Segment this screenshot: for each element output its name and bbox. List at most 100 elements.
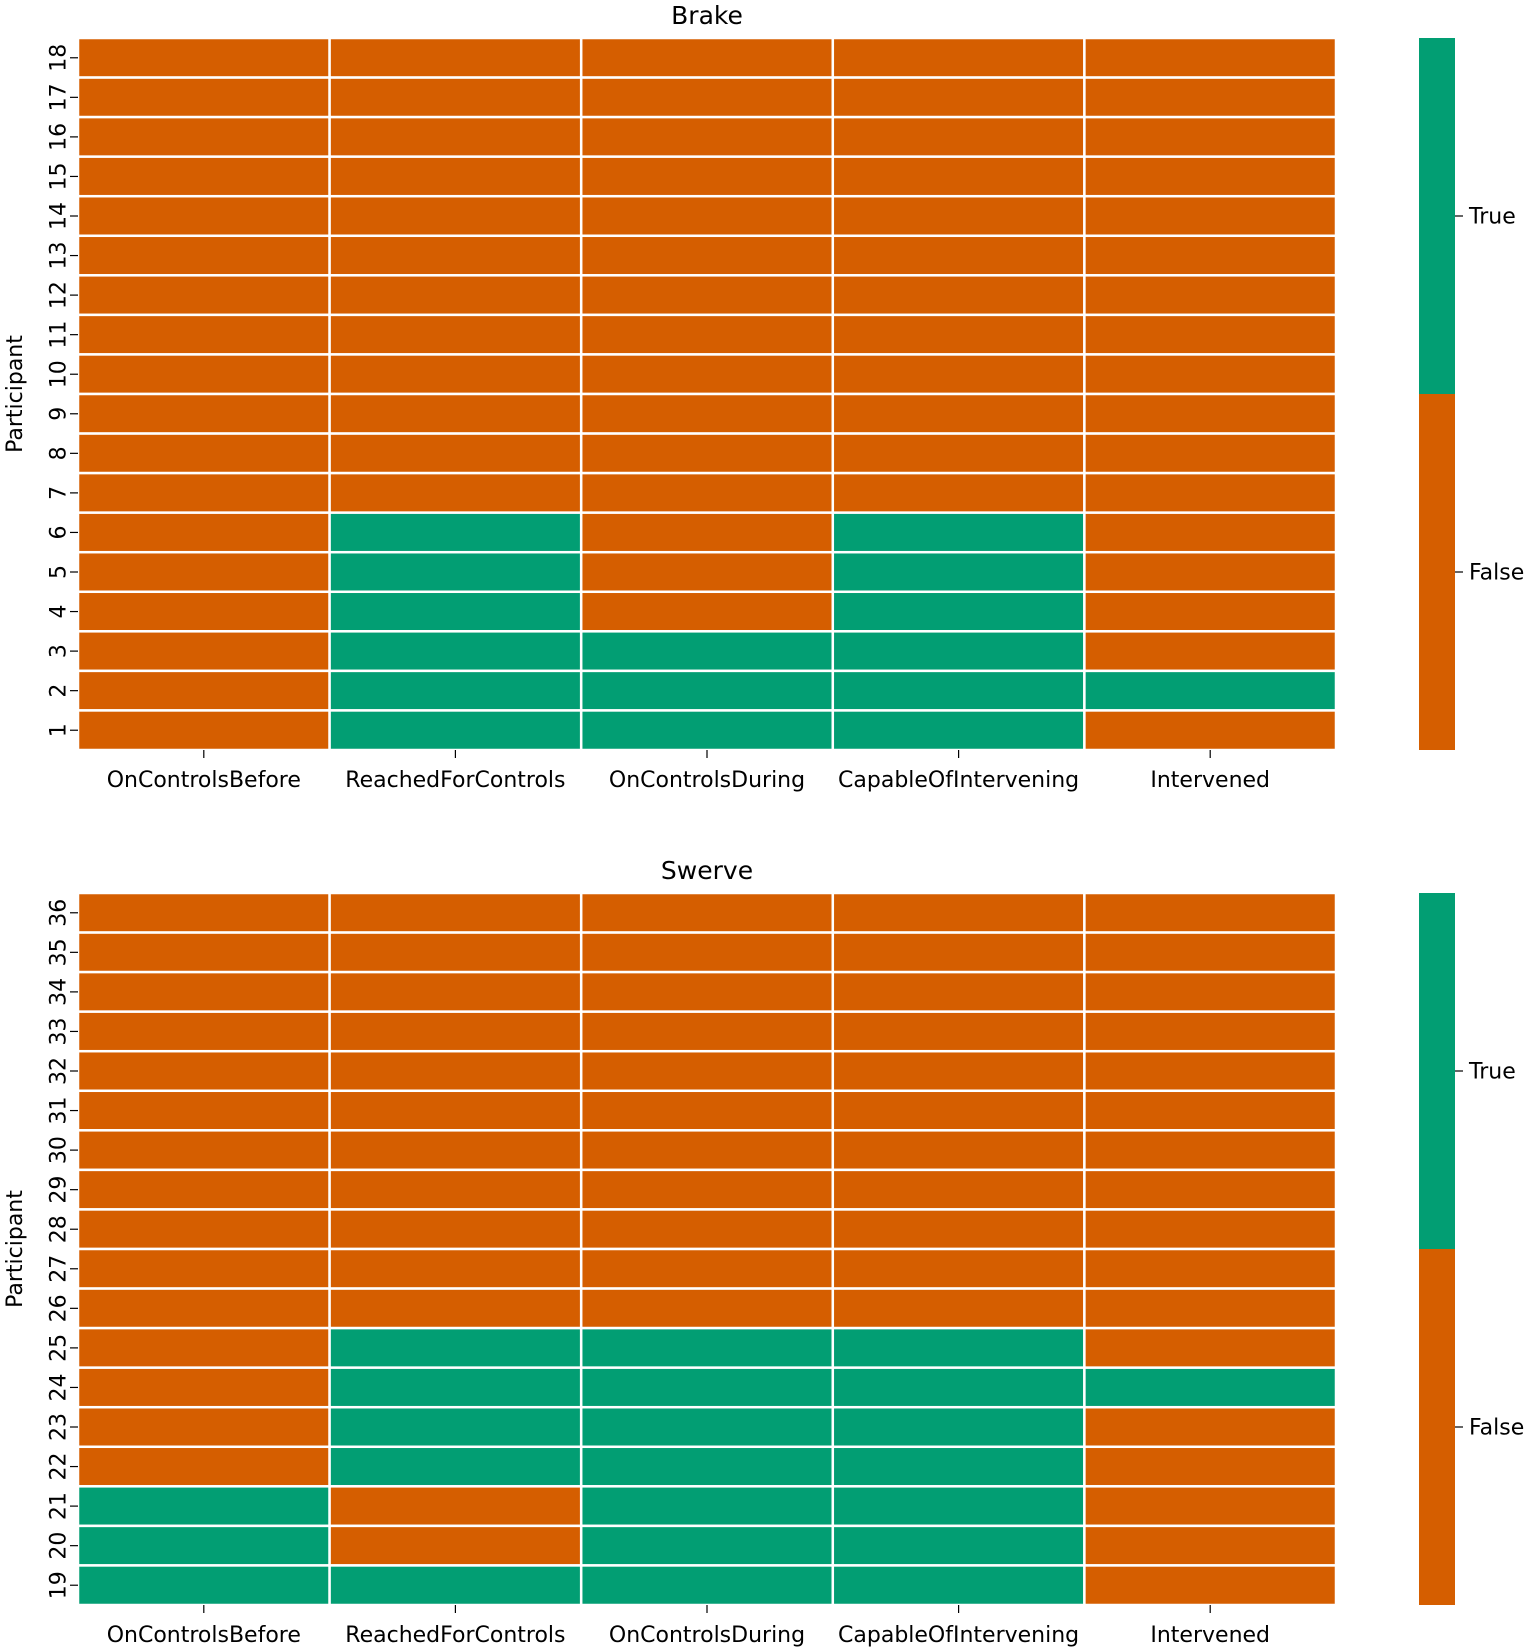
heatmap-cell <box>328 1564 583 1607</box>
y-tick-label: 9 <box>47 407 72 421</box>
heatmap-cell <box>1083 1168 1338 1211</box>
heatmap-cell <box>831 1445 1086 1488</box>
heatmap-cell <box>76 1129 331 1172</box>
heatmap-cell <box>328 155 583 198</box>
colorbar-label: False <box>1469 1416 1524 1441</box>
heatmap-cell <box>76 1405 331 1449</box>
heatmap-cell <box>76 194 331 238</box>
heatmap-cell <box>579 1168 835 1211</box>
heatmap-cell <box>831 194 1086 238</box>
heatmap-cell <box>831 115 1086 158</box>
heatmap-cell <box>1083 1287 1338 1330</box>
colorbar-label: True <box>1468 1060 1516 1085</box>
heatmap-cell <box>76 669 331 712</box>
heatmap-cell <box>328 1247 583 1290</box>
y-tick-label: 2 <box>47 684 72 698</box>
heatmap-cell <box>1083 669 1338 712</box>
heatmap-cell <box>76 274 331 317</box>
heatmap-cell <box>76 590 331 633</box>
heatmap-cell <box>579 1247 835 1290</box>
heatmap-cell <box>1083 1049 1338 1093</box>
heatmap-cell <box>1083 1524 1338 1567</box>
heatmap-cell <box>579 76 835 119</box>
y-tick-label: 6 <box>47 525 72 539</box>
heatmap-cell <box>328 432 583 475</box>
heatmap-cell <box>1083 1485 1338 1528</box>
heatmap-cell <box>328 1168 583 1211</box>
heatmap-cell <box>579 1010 835 1053</box>
heatmap-cell <box>76 709 331 752</box>
heatmap-cell <box>76 392 331 435</box>
heatmap-cell <box>76 1010 331 1053</box>
heatmap-cell <box>1083 1445 1338 1488</box>
heatmap-cell <box>1083 432 1338 475</box>
heatmap-cell <box>76 1366 331 1409</box>
heatmap-cell <box>1083 1564 1338 1607</box>
colorbar-false-segment <box>1419 394 1455 750</box>
heatmap-cell <box>328 392 583 435</box>
y-tick-label: 19 <box>47 1571 72 1599</box>
heatmap-cell <box>76 234 331 277</box>
heatmap-cell <box>1083 891 1338 934</box>
heatmap-cell <box>831 891 1086 934</box>
heatmap-cell <box>579 1524 835 1567</box>
heatmap-cell <box>831 1485 1086 1528</box>
heatmap-cell <box>76 155 331 198</box>
heatmap-cell <box>831 1010 1086 1053</box>
y-tick-label: 4 <box>47 605 72 619</box>
heatmap-cell <box>76 891 331 934</box>
y-tick-label: 26 <box>47 1294 72 1322</box>
heatmap-cell <box>831 392 1086 435</box>
heatmap-cell <box>579 1049 835 1093</box>
heatmap-cell <box>1083 1010 1338 1053</box>
heatmap-cell <box>76 1089 331 1132</box>
x-tick-label: OnControlsBefore <box>107 768 301 793</box>
heatmap-cell <box>831 1326 1086 1369</box>
heatmap-cell <box>831 36 1086 79</box>
colorbar-true-segment <box>1419 38 1455 394</box>
y-axis-label: Participant <box>3 335 28 453</box>
heatmap-cell <box>831 1168 1086 1211</box>
heatmap-cell <box>1083 709 1338 752</box>
y-tick-label: 21 <box>47 1492 72 1520</box>
heatmap-cell <box>579 1326 835 1369</box>
heatmap-cell <box>328 1524 583 1567</box>
heatmap-cell <box>1083 76 1338 119</box>
heatmap-cell <box>579 313 835 356</box>
x-tick-label: CapableOfIntervening <box>838 1623 1079 1648</box>
heatmap-cell <box>831 550 1086 594</box>
heatmap-cell <box>328 76 583 119</box>
y-tick-label: 18 <box>47 44 72 72</box>
heatmap-cell <box>831 669 1086 712</box>
heatmap-cell <box>328 669 583 712</box>
heatmap-cell <box>76 353 331 396</box>
heatmap-cell <box>579 970 835 1013</box>
heatmap-cell <box>579 392 835 435</box>
heatmap-cell <box>1083 511 1338 554</box>
heatmap-cell <box>1083 234 1338 277</box>
heatmap-cell <box>76 313 331 356</box>
heatmap-cell <box>328 36 583 79</box>
heatmap-cell <box>1083 550 1338 594</box>
heatmap-cell <box>579 1564 835 1607</box>
colorbar-true-segment <box>1419 893 1455 1249</box>
x-tick-label: CapableOfIntervening <box>838 768 1079 793</box>
y-tick-label: 28 <box>47 1215 72 1243</box>
chart-title: Brake <box>671 1 743 30</box>
heatmap-cell <box>328 1485 583 1528</box>
heatmap-cell <box>831 1405 1086 1449</box>
heatmap-cell <box>328 550 583 594</box>
heatmap-cell <box>76 931 331 974</box>
heatmap-cell <box>579 353 835 396</box>
y-tick-label: 35 <box>47 938 72 966</box>
heatmap-cell <box>1083 353 1338 396</box>
heatmap-cell <box>76 550 331 594</box>
heatmap-cell <box>76 1287 331 1330</box>
heatmap-cell <box>76 1524 331 1567</box>
heatmap-cell <box>76 432 331 475</box>
heatmap-cell <box>328 115 583 158</box>
x-tick-label: Intervened <box>1150 1623 1270 1648</box>
heatmap-cell <box>1083 274 1338 317</box>
heatmap-cell <box>1083 590 1338 633</box>
